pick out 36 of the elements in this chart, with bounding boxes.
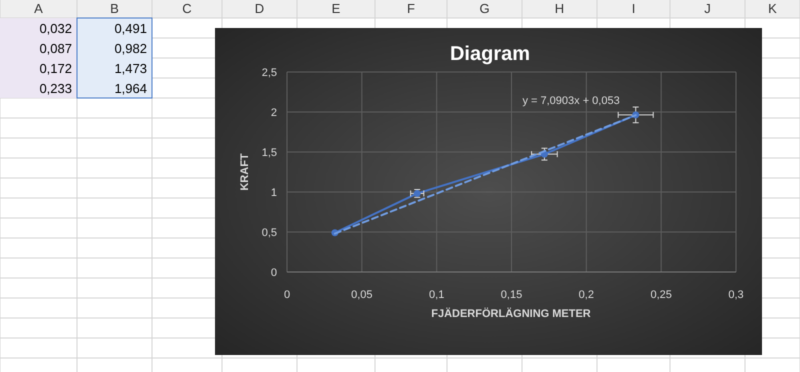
text: 0,491 — [114, 21, 147, 36]
text: 0,982 — [114, 41, 147, 56]
y-axis-title: KRAFT — [239, 153, 251, 191]
x-tick-label: 0,1 — [429, 289, 444, 301]
text: F — [407, 1, 416, 16]
x-tick-label: 0,05 — [351, 289, 373, 301]
text: C — [182, 1, 192, 16]
text: A — [34, 1, 44, 16]
text: 0,233 — [39, 81, 72, 96]
y-tick-label: 1 — [270, 187, 277, 199]
text: 0,172 — [39, 61, 72, 76]
y-tick-label: 2 — [270, 107, 277, 119]
y-tick-label: 0 — [270, 267, 277, 279]
text: 0,032 — [39, 21, 72, 36]
text: I — [632, 1, 636, 16]
text: B — [110, 1, 119, 16]
text: E — [332, 1, 341, 16]
text: K — [768, 1, 778, 16]
x-tick-label: 0,15 — [500, 289, 522, 301]
text: J — [704, 1, 711, 16]
y-tick-label: 0,5 — [262, 227, 277, 239]
text: 1,964 — [114, 81, 147, 96]
text: 1,473 — [114, 61, 147, 76]
x-axis-title: FJÄDERFÖRLÄGNING METER — [431, 307, 591, 320]
annotation: y = 7,0903x + 0,053 — [522, 95, 620, 107]
text: H — [554, 1, 564, 16]
x-tick-label: 0,3 — [728, 289, 744, 301]
text: D — [254, 1, 264, 16]
x-tick-label: 0,25 — [650, 289, 672, 301]
y-tick-label: 1,5 — [262, 147, 277, 159]
text: 0,087 — [39, 41, 72, 56]
chart-title: Diagram — [450, 43, 530, 65]
x-tick-label: 0 — [284, 289, 290, 301]
x-tick-label: 0,2 — [578, 289, 594, 301]
text: G — [479, 1, 490, 16]
y-tick-label: 2,5 — [262, 67, 277, 79]
